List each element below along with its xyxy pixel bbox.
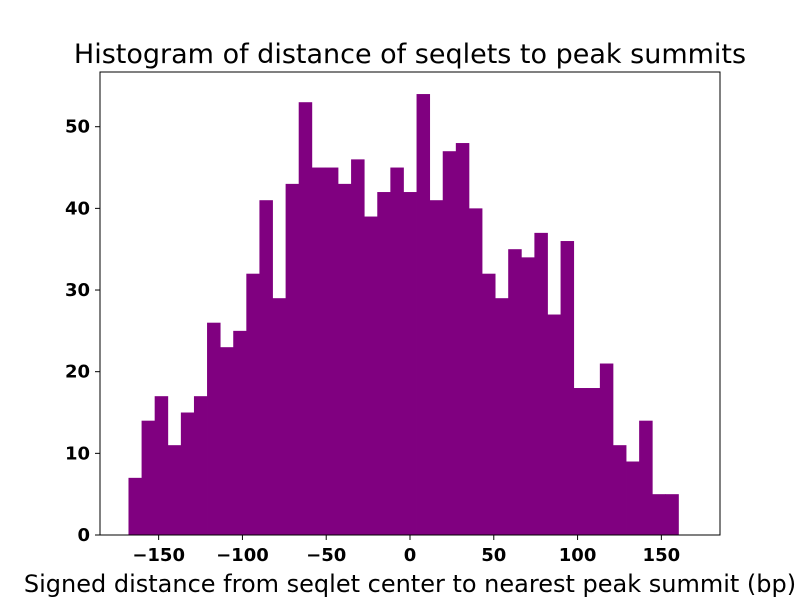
y-tick-label: 40 xyxy=(65,198,90,219)
histogram-bar xyxy=(639,420,653,535)
histogram-bar xyxy=(167,445,182,535)
histogram-bar xyxy=(285,183,300,535)
y-tick-label: 30 xyxy=(65,280,90,301)
histogram-bar xyxy=(377,192,391,535)
y-tick-label: 0 xyxy=(77,525,90,546)
histogram-bar xyxy=(547,314,561,535)
x-tick-label: 100 xyxy=(559,545,597,566)
histogram-bar xyxy=(612,445,627,535)
histogram-bar xyxy=(521,257,535,535)
histogram-bar xyxy=(599,363,614,535)
histogram-bar xyxy=(154,396,169,535)
histogram-bar xyxy=(508,249,522,536)
histogram-bar xyxy=(468,208,483,536)
histogram-bar xyxy=(482,273,496,535)
y-tick-label: 20 xyxy=(65,362,90,383)
y-tick-label: 50 xyxy=(65,117,90,138)
histogram-bar xyxy=(324,167,339,536)
x-tick-label: −150 xyxy=(132,545,185,566)
histogram-bar xyxy=(403,192,417,535)
y-axis-ticks: 0 10 20 30 40 50 xyxy=(65,117,100,546)
histogram-bar xyxy=(180,412,195,535)
histogram-bar xyxy=(220,347,234,535)
histogram-bar xyxy=(390,167,404,536)
histogram-bar xyxy=(626,461,640,535)
histogram-bar xyxy=(193,396,208,535)
histogram-bar xyxy=(495,298,509,535)
histogram-bar xyxy=(351,159,365,535)
y-tick-label: 10 xyxy=(65,443,90,464)
x-tick-label: 150 xyxy=(643,545,681,566)
histogram-bar xyxy=(560,241,575,536)
histogram-bar xyxy=(272,298,287,535)
histogram-bar xyxy=(207,322,221,535)
histogram-bar xyxy=(534,232,548,535)
x-tick-label: −50 xyxy=(306,545,346,566)
histogram-bars xyxy=(128,94,679,536)
x-tick-label: 50 xyxy=(481,545,506,566)
histogram-bar xyxy=(442,151,457,535)
histogram-bar xyxy=(416,94,431,536)
x-axis-label: Signed distance from seqlet center to ne… xyxy=(24,570,796,598)
histogram-bar xyxy=(141,420,156,535)
chart-title: Histogram of distance of seqlets to peak… xyxy=(74,39,746,70)
histogram-bar xyxy=(429,200,444,535)
histogram-bar xyxy=(364,216,378,535)
histogram-bar xyxy=(246,273,260,535)
x-tick-label: 0 xyxy=(404,545,417,566)
histogram-bar xyxy=(337,183,352,535)
histogram-bar xyxy=(586,388,601,535)
histogram-bar xyxy=(665,494,679,535)
histogram-bar xyxy=(573,388,588,535)
histogram-bar xyxy=(455,143,470,535)
histogram-bar xyxy=(311,167,326,536)
histogram-bar xyxy=(233,330,247,535)
histogram-bar xyxy=(128,477,142,535)
histogram-bar xyxy=(298,102,313,535)
histogram-bar xyxy=(652,494,666,535)
x-tick-label: −100 xyxy=(216,545,269,566)
x-axis-ticks: −150 −100 −50 0 50 100 150 xyxy=(132,535,680,566)
histogram-bar xyxy=(259,200,273,535)
